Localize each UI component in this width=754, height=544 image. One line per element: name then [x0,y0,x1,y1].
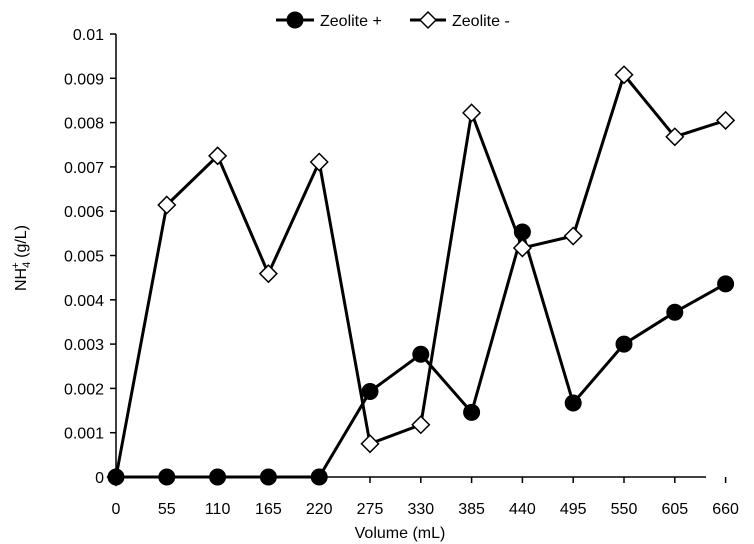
y-tick-label: 0.004 [64,293,104,310]
data-point-zeolite-minus [614,65,634,85]
data-point-zeolite-minus [665,127,685,147]
data-point-zeolite-minus [360,434,380,454]
x-tick-label: 550 [611,501,638,518]
x-axis-title: Volume (mL) [355,525,446,542]
data-point-zeolite-plus [412,345,430,363]
data-point-zeolite-plus [107,468,125,486]
data-point-zeolite-plus [615,335,633,353]
data-point-zeolite-plus [463,403,481,421]
data-point-zeolite-minus [208,146,228,166]
data-point-zeolite-minus [157,195,177,215]
x-tick-label: 110 [205,501,231,518]
x-tick-label: 605 [661,501,688,518]
x-tick-label: 440 [509,501,536,518]
y-tick-label: 0.003 [64,337,104,354]
legend-item-zeolite-minus: Zeolite - [410,10,510,30]
data-point-zeolite-plus [259,468,277,486]
x-tick-label: 55 [158,501,176,518]
x-tick-label: 220 [306,501,333,518]
y-axis-title-base: NH [13,268,30,291]
y-axis-title: NH4+ (g/L) [10,225,33,291]
data-point-zeolite-plus [158,468,176,486]
y-tick-label: 0.002 [64,381,104,398]
series-layer [106,65,736,487]
data-point-zeolite-plus [361,383,379,401]
y-tick-label: 0.007 [64,160,104,177]
data-point-zeolite-minus [563,226,583,246]
legend-label-zeolite-minus: Zeolite - [452,13,510,30]
x-tick-label: 275 [357,501,384,518]
x-tick-label: 495 [560,501,587,518]
y-tick-label: 0.009 [64,71,104,88]
y-tick-label: 0.005 [64,249,104,266]
data-point-zeolite-minus [258,264,278,284]
data-point-zeolite-minus [462,103,482,123]
x-tick-label: 660 [712,501,739,518]
x-tick-label: 0 [112,501,121,518]
data-point-zeolite-minus [716,110,736,130]
y-axis-title-unit: (g/L) [13,225,30,262]
y-tick-label: 0.01 [73,27,104,44]
y-axis-title-sup: + [10,262,22,268]
x-tick-label: 330 [407,501,434,518]
x-tick-label: 165 [255,501,282,518]
data-point-zeolite-minus [309,152,329,172]
legend: Zeolite + Zeolite - [276,10,510,30]
x-tick-label: 385 [458,501,485,518]
y-tick-label: 0.006 [64,204,104,221]
x-ticks: 0 55 110 165 220 275 330 385 440 495 550 605 660 [112,477,739,518]
legend-item-zeolite-plus: Zeolite + [276,11,382,30]
data-point-zeolite-minus [411,415,431,435]
data-point-zeolite-minus [512,238,532,258]
data-point-zeolite-plus [717,275,735,293]
legend-marker-zeolite-minus [418,10,438,30]
data-point-zeolite-plus [564,394,582,412]
legend-label-zeolite-plus: Zeolite + [320,13,382,30]
y-tick-label: 0.008 [64,116,104,133]
data-point-zeolite-plus [310,468,328,486]
y-tick-label: 0 [95,470,104,487]
y-axis-title-sub: 4 [21,262,33,268]
data-point-zeolite-plus [666,303,684,321]
y-ticks: 0 0.001 0.002 0.003 0.004 0.005 0.006 0.007 0.00… [64,27,116,487]
data-point-zeolite-plus [513,223,531,241]
legend-marker-zeolite-plus [286,11,304,29]
y-tick-label: 0.001 [64,426,104,443]
data-point-zeolite-plus [209,468,227,486]
